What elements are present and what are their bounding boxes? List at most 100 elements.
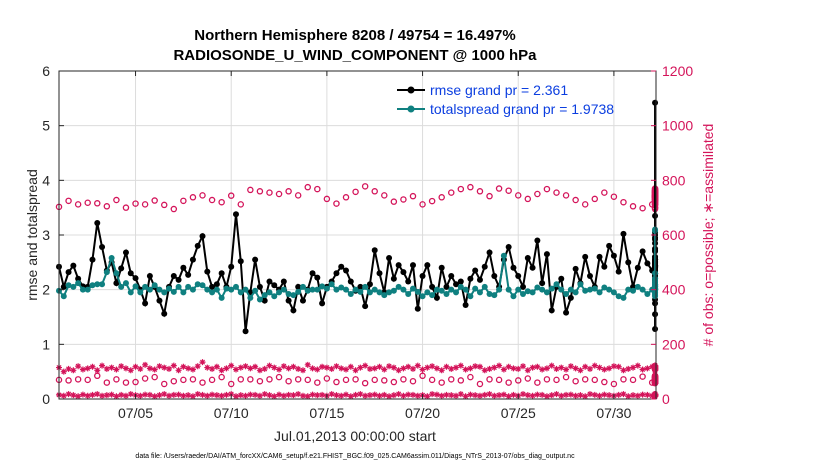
- obs-assimilated-marker: [409, 391, 416, 398]
- obs-possible-marker: [514, 377, 522, 384]
- obs-assimilated-marker: [352, 391, 359, 398]
- y2-tick-label: 600: [662, 227, 686, 243]
- totalspread-point: [543, 289, 550, 296]
- obs-assimilated-marker: [252, 391, 259, 398]
- obs-possible-marker: [581, 376, 589, 383]
- rmse-point: [606, 242, 613, 249]
- obs-assimilated-marker: [634, 392, 641, 399]
- obs-assimilated-marker: [563, 366, 570, 373]
- totalspread-point: [99, 281, 106, 288]
- obs-assimilated-marker: [60, 368, 67, 375]
- obs-assimilated-marker: [314, 392, 321, 399]
- rmse-point: [390, 275, 397, 282]
- obs-assimilated-marker: [94, 391, 101, 398]
- obs-assimilated-marker: [70, 367, 77, 374]
- obs-assimilated-marker: [472, 392, 479, 399]
- obs-assimilated-marker: [505, 393, 512, 400]
- obs-assimilated-marker: [199, 391, 206, 398]
- totalspread-point: [596, 289, 603, 296]
- rmse-point: [204, 268, 211, 275]
- obs-assimilated-marker: [596, 364, 603, 371]
- obs-assimilated-marker: [290, 392, 297, 399]
- obs-assimilated-marker: [543, 393, 550, 400]
- obs-assimilated-marker: [567, 391, 574, 398]
- obs-possible-marker: [448, 376, 455, 383]
- rmse-point: [453, 281, 460, 288]
- obs-possible-marker: [256, 377, 264, 385]
- totalspread-point: [252, 287, 259, 294]
- totalspread-point: [347, 291, 354, 298]
- obs-assimilated-marker: [572, 365, 579, 372]
- totalspread-point: [362, 283, 369, 290]
- obs-assimilated-marker: [534, 391, 541, 398]
- obs-assimilated-marker: [366, 365, 373, 372]
- obs-assimilated-marker: [405, 363, 412, 370]
- obs-assimilated-marker: [548, 392, 555, 399]
- totalspread-point: [127, 289, 134, 296]
- obs-assimilated-marker: [266, 362, 273, 369]
- obs-possible-marker: [189, 376, 197, 383]
- obs-assimilated-marker: [577, 392, 584, 399]
- obs-possible-marker: [94, 372, 101, 380]
- obs-assimilated-marker: [644, 391, 651, 398]
- totalspread-point: [247, 294, 254, 301]
- obs-possible-marker: [266, 376, 273, 383]
- rmse-point: [285, 297, 292, 304]
- y2-tick-label: 0: [662, 391, 670, 407]
- obs-assimilated-marker: [606, 365, 613, 372]
- obs-assimilated-marker: [127, 391, 134, 398]
- rmse-point: [180, 264, 187, 271]
- totalspread-point: [194, 281, 201, 288]
- rmse-point: [634, 264, 641, 271]
- totalspread-point: [352, 286, 359, 293]
- chart-title-line2: RADIOSONDE_U_WIND_COMPONENT @ 1000 hPa: [173, 47, 537, 64]
- rmse-point: [185, 271, 192, 278]
- obs-assimilated-marker: [539, 391, 546, 398]
- rmse-point: [543, 251, 550, 258]
- obs-possible-marker: [314, 379, 321, 386]
- totalspread-point: [433, 286, 440, 293]
- obs-assimilated-marker: [601, 366, 608, 373]
- obs-assimilated-marker: [524, 392, 531, 399]
- obs-assimilated-marker: [362, 362, 369, 369]
- obs-possible-marker: [361, 183, 369, 190]
- totalspread-point: [209, 289, 216, 296]
- obs-assimilated-marker: [438, 367, 445, 374]
- obs-possible-marker: [218, 373, 225, 381]
- obs-possible-marker: [275, 373, 283, 381]
- obs-assimilated-marker: [400, 365, 407, 372]
- obs-assimilated-marker: [634, 362, 641, 369]
- obs-assimilated-marker: [75, 363, 82, 370]
- obs-assimilated-marker: [577, 367, 584, 374]
- obs-possible-marker: [591, 195, 599, 203]
- obs-possible-marker: [361, 379, 369, 387]
- obs-assimilated-marker: [218, 367, 225, 374]
- obs-possible-marker: [534, 379, 541, 386]
- totalspread-point: [553, 281, 560, 288]
- obs-possible-marker: [180, 197, 187, 205]
- obs-assimilated-marker: [371, 365, 378, 372]
- rmse-point: [347, 278, 354, 285]
- obs-assimilated-marker: [89, 391, 96, 398]
- totalspread-point: [567, 286, 574, 293]
- obs-possible-marker: [141, 375, 149, 382]
- obs-assimilated-marker: [99, 362, 106, 369]
- obs-assimilated-marker: [328, 391, 335, 398]
- totalspread-point: [218, 294, 225, 301]
- totalspread-point: [213, 286, 220, 293]
- obs-assimilated-marker: [252, 363, 259, 370]
- obs-possible-marker: [304, 183, 311, 191]
- obs-assimilated-marker: [314, 366, 321, 373]
- rmse-point: [644, 260, 651, 267]
- obs-possible-marker: [65, 197, 72, 205]
- totalspread-point: [486, 291, 493, 298]
- obs-assimilated-marker: [156, 363, 163, 370]
- obs-possible-marker: [639, 373, 646, 380]
- rmse-point: [652, 326, 659, 333]
- obs-assimilated-marker: [65, 365, 72, 372]
- totalspread-point: [290, 292, 297, 299]
- obs-assimilated-marker: [586, 365, 593, 372]
- totalspread-point: [204, 286, 211, 293]
- x-tick-label: 07/20: [405, 405, 440, 421]
